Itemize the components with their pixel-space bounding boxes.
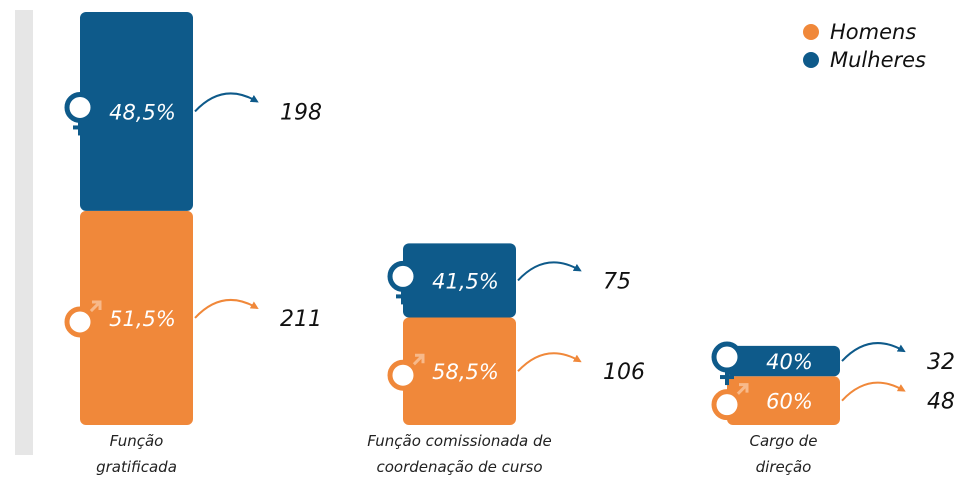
gender-icon [64, 91, 96, 136]
arrow [841, 342, 906, 362]
icon-circle [711, 341, 743, 373]
legend-swatch [803, 52, 819, 68]
icon-circle [711, 389, 743, 421]
count-label: 106 [603, 360, 645, 385]
count-label: 211 [280, 307, 322, 332]
icon-circle [387, 260, 419, 292]
legend-swatch [803, 24, 819, 40]
count-label: 198 [280, 100, 322, 125]
percent-label: 48,5% [109, 100, 176, 124]
percent-label: 51,5% [109, 307, 176, 331]
bar-segment [403, 317, 516, 425]
side-band [15, 10, 33, 455]
bar-segment [80, 210, 193, 425]
percent-label: 58,5% [432, 360, 499, 384]
bar-segment [727, 376, 840, 425]
category-label: Função gratificada [96, 432, 177, 476]
bar-segment [80, 12, 193, 211]
gender-icon [711, 383, 749, 421]
arrow [517, 261, 582, 282]
arrow [517, 352, 582, 372]
percent-label: 41,5% [432, 269, 499, 293]
category-label: Cargo de direção [749, 432, 818, 476]
icon-circle [64, 91, 96, 123]
icon-circle [387, 359, 419, 391]
arrow [194, 92, 259, 113]
category-label: Função comissionada de coordenação de cu… [367, 432, 552, 476]
legend-label: Mulheres [830, 48, 926, 72]
gender-icon [387, 353, 425, 391]
arrow [194, 299, 259, 319]
icon-circle [64, 306, 96, 338]
count-label: 48 [927, 390, 955, 415]
count-label: 32 [927, 350, 955, 375]
gender-icon [711, 341, 743, 386]
legend-label: Homens [830, 20, 916, 44]
percent-label: 40% [766, 350, 813, 374]
arrow [841, 381, 906, 402]
gender-icon [387, 260, 419, 305]
gender-icon [64, 300, 102, 338]
bar-segment [403, 243, 516, 318]
count-label: 75 [603, 269, 631, 294]
bar-segment [727, 345, 840, 377]
percent-label: 60% [766, 390, 813, 414]
